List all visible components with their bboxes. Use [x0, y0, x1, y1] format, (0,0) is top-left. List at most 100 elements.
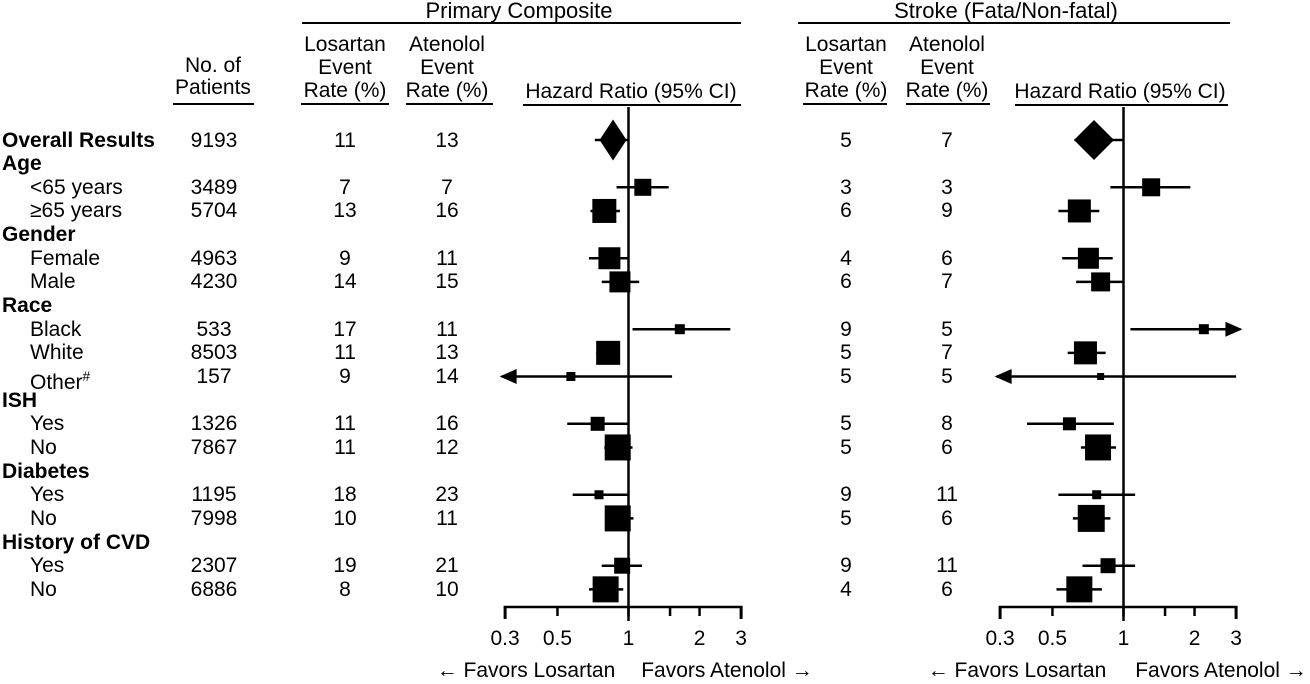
subgroup-label: No	[30, 506, 57, 530]
header-underline-losartan-left	[301, 103, 389, 105]
hr-point-square	[598, 247, 621, 270]
x-tick-label: 0.3	[985, 627, 1015, 650]
header-underline-losartan-right	[803, 103, 887, 105]
hr-point-square	[1091, 272, 1111, 292]
losartan-event-rate: 9	[339, 365, 351, 388]
losartan-event-rate: 9	[339, 246, 351, 270]
atenolol-event-rate: 6	[941, 577, 953, 601]
header-underline-patients	[173, 103, 254, 105]
subgroup-label: Yes	[30, 483, 65, 507]
atenolol-event-rate: 14	[435, 365, 459, 388]
atenolol-event-rate: 7	[941, 270, 953, 294]
atenolol-event-rate: 7	[941, 341, 953, 365]
subgroup-label: Yes	[30, 554, 65, 578]
subgroup-label: Overall Results	[2, 128, 155, 152]
patients-count: 6886	[190, 577, 238, 601]
hr-point-square	[634, 178, 652, 196]
hr-point-square	[1142, 178, 1161, 197]
panel-title-primary: Primary Composite	[425, 0, 613, 23]
subgroup-label: Yes	[30, 412, 65, 436]
losartan-event-rate: 11	[334, 412, 356, 436]
hr-point-square	[1073, 341, 1097, 365]
subgroup-header-label: History of CVD	[2, 530, 151, 554]
patients-count: 157	[196, 365, 232, 388]
losartan-event-rate: 4	[840, 246, 852, 270]
atenolol-event-rate: 11	[936, 554, 958, 578]
atenolol-event-rate: 16	[435, 199, 459, 223]
hr-point-square	[1067, 199, 1091, 223]
header-patients: No. of Patients	[175, 54, 251, 99]
losartan-event-rate: 5	[840, 435, 852, 459]
hr-point-square	[590, 416, 605, 431]
subgroup-label: Other#	[30, 369, 91, 394]
subgroup-label: Female	[30, 246, 101, 270]
atenolol-event-rate: 11	[436, 317, 458, 341]
atenolol-event-rate: 11	[436, 506, 458, 530]
x-tick-label: 3	[735, 627, 747, 650]
hr-point-square	[566, 372, 576, 381]
patients-count: 2307	[190, 554, 238, 578]
hr-point-square	[596, 340, 621, 365]
atenolol-event-rate: 23	[435, 483, 459, 507]
atenolol-event-rate: 15	[435, 270, 459, 294]
subgroup-label: Black	[30, 317, 82, 341]
title-underline-primary	[302, 22, 741, 24]
atenolol-event-rate: 21	[435, 554, 459, 578]
header-underline-hazard-left	[523, 104, 741, 106]
header-hazard-left: Hazard Ratio (95% CI)	[525, 80, 737, 103]
x-tick-label: 1	[622, 627, 635, 650]
patients-count: 8503	[190, 341, 238, 365]
patients-count: 533	[196, 317, 232, 341]
losartan-event-rate: 6	[840, 199, 852, 223]
losartan-event-rate: 13	[333, 199, 357, 223]
subgroup-label: <65 years	[30, 175, 123, 199]
hr-point-square	[1062, 417, 1076, 431]
favors-atenolol-label-right: Favors Atenolol →	[1135, 659, 1307, 682]
atenolol-event-rate: 6	[941, 435, 953, 459]
ci-arrow-left	[499, 369, 517, 384]
patients-count: 1326	[190, 412, 238, 436]
losartan-event-rate: 19	[333, 554, 357, 578]
title-underline-stroke	[798, 22, 1230, 24]
panel-title-stroke: Stroke (Fata/Non-fatal)	[894, 0, 1118, 23]
hr-point-square	[1092, 490, 1102, 500]
atenolol-event-rate: 3	[941, 175, 953, 199]
hr-point-square	[592, 576, 619, 603]
favors-losartan-label-left: ← Favors Losartan	[436, 659, 616, 682]
hr-point-diamond	[1074, 120, 1115, 160]
atenolol-event-rate: 5	[941, 365, 953, 388]
losartan-event-rate: 7	[339, 175, 351, 199]
hr-point-square	[604, 505, 631, 532]
losartan-event-rate: 6	[840, 270, 852, 294]
atenolol-event-rate: 7	[941, 128, 953, 152]
patients-count: 9193	[190, 128, 238, 152]
losartan-event-rate: 9	[840, 483, 852, 507]
hr-point-square	[1100, 558, 1116, 574]
ci-arrow-left	[994, 369, 1012, 384]
header-losartan-left: Losartan Event Rate (%)	[303, 33, 387, 102]
losartan-event-rate: 5	[840, 365, 852, 388]
x-tick-label: 0.3	[490, 627, 520, 650]
favors-losartan-label-right: ← Favors Losartan	[927, 659, 1107, 682]
header-underline-atenolol-right	[906, 103, 990, 105]
x-tick-label: 0.5	[1037, 627, 1068, 650]
x-tick-label: 3	[1230, 627, 1242, 650]
subgroup-label: ≥65 years	[30, 199, 123, 223]
footnote-marker: #	[82, 369, 91, 384]
subgroup-label: No	[30, 435, 57, 459]
patients-count: 5704	[190, 199, 238, 223]
losartan-event-rate: 3	[840, 175, 852, 199]
atenolol-event-rate: 10	[435, 577, 459, 601]
losartan-event-rate: 11	[334, 435, 356, 459]
favors-atenolol-label-left: Favors Atenolol →	[641, 659, 813, 682]
atenolol-event-rate: 9	[941, 199, 953, 223]
losartan-event-rate: 5	[840, 412, 852, 436]
header-hazard-right: Hazard Ratio (95% CI)	[1014, 80, 1226, 103]
atenolol-event-rate: 8	[941, 412, 953, 436]
subgroup-header-label: Gender	[2, 223, 76, 247]
subgroup-header-label: Race	[2, 294, 53, 318]
losartan-event-rate: 5	[840, 506, 852, 530]
subgroup-header-label: ISH	[2, 388, 38, 412]
